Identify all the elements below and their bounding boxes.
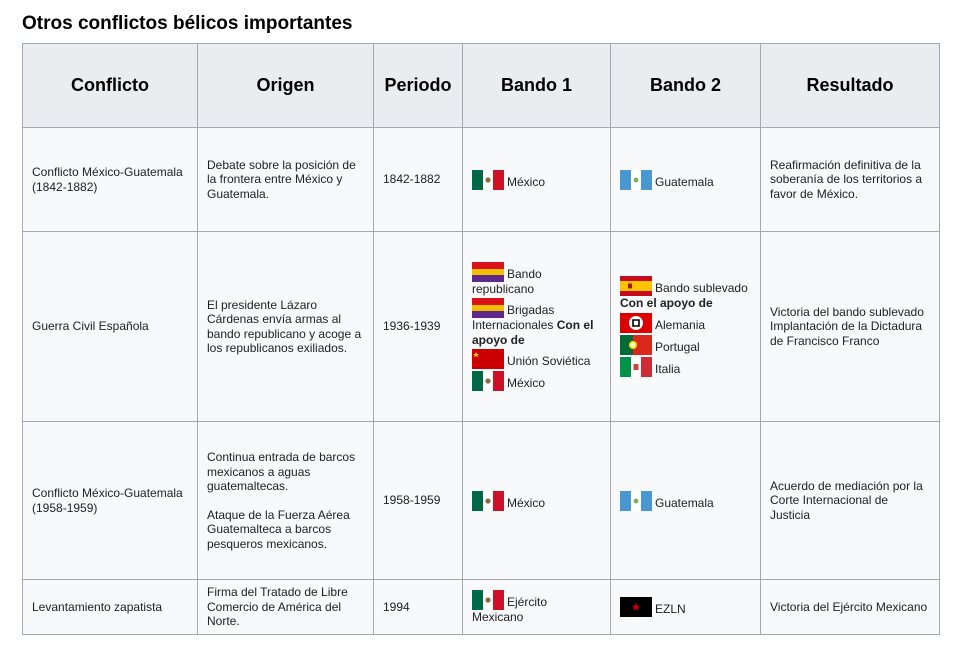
conflicts-table: Conflicto Origen Periodo Bando 1 Bando 2… — [22, 43, 940, 635]
faction-label: México — [507, 376, 546, 391]
faction-label: Guatemala — [655, 495, 714, 510]
page-title: Otros conflictos bélicos importantes — [22, 13, 353, 34]
cell-conflicto: Conflicto México-Guatemala (1958-1959) — [22, 421, 198, 580]
table-row: Guerra Civil Española El presidente Láza… — [22, 231, 940, 422]
table-header-row: Conflicto Origen Periodo Bando 1 Bando 2… — [22, 43, 940, 128]
cell-bando-1: Ejército Mexicano — [462, 579, 611, 635]
table-row: Levantamiento zapatista Firma del Tratad… — [22, 579, 940, 635]
ezln-flag-icon — [620, 597, 652, 617]
result-line: Victoria del bando sublevado — [770, 304, 924, 319]
result-line: Implantación de la Dictadura de Francisc… — [770, 319, 923, 348]
mexico-flag-icon — [472, 590, 504, 610]
nazi-germany-flag-icon — [620, 313, 652, 333]
guatemala-flag-icon — [620, 170, 652, 190]
portugal-flag-icon — [620, 335, 652, 355]
header-conflicto: Conflicto — [22, 43, 198, 128]
spain-flag-icon — [620, 276, 652, 296]
cell-periodo: 1994 — [373, 579, 463, 635]
soviet-flag-icon — [472, 349, 504, 369]
guatemala-flag-icon — [620, 491, 652, 511]
cell-periodo: 1936-1939 — [373, 231, 463, 422]
header-origen: Origen — [197, 43, 374, 128]
cell-resultado: Reafirmación definitiva de la soberanía … — [760, 127, 940, 232]
italy-flag-icon — [620, 357, 652, 377]
faction-label: Italia — [655, 361, 681, 376]
table-row: Conflicto México-Guatemala (1958-1959) C… — [22, 421, 940, 580]
cell-bando-2: Guatemala — [610, 421, 761, 580]
spanish-republic-flag-icon — [472, 262, 504, 282]
cell-origen: Continua entrada de barcos mexicanos a a… — [197, 421, 374, 580]
faction-label: Ejército Mexicano — [472, 594, 548, 624]
cell-bando-2: EZLN — [610, 579, 761, 635]
mexico-flag-icon — [472, 371, 504, 391]
faction-label: Unión Soviética — [507, 354, 591, 369]
origin-paragraph: Continua entrada de barcos mexicanos a a… — [207, 450, 356, 493]
mexico-flag-icon — [472, 491, 504, 511]
cell-resultado: Acuerdo de mediación por la Corte Intern… — [760, 421, 940, 580]
support-label: Con el apoyo de — [620, 296, 713, 311]
cell-periodo: 1842-1882 — [373, 127, 463, 232]
faction-label: Bando republicano — [472, 266, 542, 296]
cell-bando-1: México — [462, 127, 611, 232]
mexico-flag-icon — [472, 170, 504, 190]
cell-bando-1: Bando republicano Brigadas Internacional… — [462, 231, 611, 422]
cell-resultado: Victoria del bando sublevado Implantació… — [760, 231, 940, 422]
header-bando-2: Bando 2 — [610, 43, 761, 128]
cell-bando-1: México — [462, 421, 611, 580]
header-periodo: Periodo — [373, 43, 463, 128]
cell-conflicto: Guerra Civil Española — [22, 231, 198, 422]
header-resultado: Resultado — [760, 43, 940, 128]
cell-origen: Firma del Tratado de Libre Comercio de A… — [197, 579, 374, 635]
faction-label: Alemania — [655, 317, 706, 332]
cell-origen: El presidente Lázaro Cárdenas envía arma… — [197, 231, 374, 422]
cell-resultado: Victoria del Ejército Mexicano — [760, 579, 940, 635]
faction-label: México — [507, 495, 546, 510]
origin-paragraph: Ataque de la Fuerza Aérea Guatemalteca a… — [207, 507, 350, 551]
table-row: Conflicto México-Guatemala (1842-1882) D… — [22, 127, 940, 232]
header-bando-1: Bando 1 — [462, 43, 611, 128]
spanish-republic-flag-icon — [472, 298, 504, 318]
cell-conflicto: Conflicto México-Guatemala (1842-1882) — [22, 127, 198, 232]
cell-conflicto: Levantamiento zapatista — [22, 579, 198, 635]
faction-label: EZLN — [655, 602, 686, 616]
faction-label: Portugal — [655, 339, 700, 354]
faction-label: Brigadas Internacionales — [472, 303, 555, 333]
cell-periodo: 1958-1959 — [373, 421, 463, 580]
cell-bando-2: Bando sublevado Con el apoyo de Alemania… — [610, 231, 761, 422]
cell-origen: Debate sobre la posición de la frontera … — [197, 127, 374, 232]
support-label: Con el apoyo de — [472, 318, 594, 347]
faction-label: Bando sublevado — [655, 281, 748, 296]
faction-label: Guatemala — [655, 174, 714, 189]
faction-label: México — [507, 174, 546, 189]
cell-bando-2: Guatemala — [610, 127, 761, 232]
